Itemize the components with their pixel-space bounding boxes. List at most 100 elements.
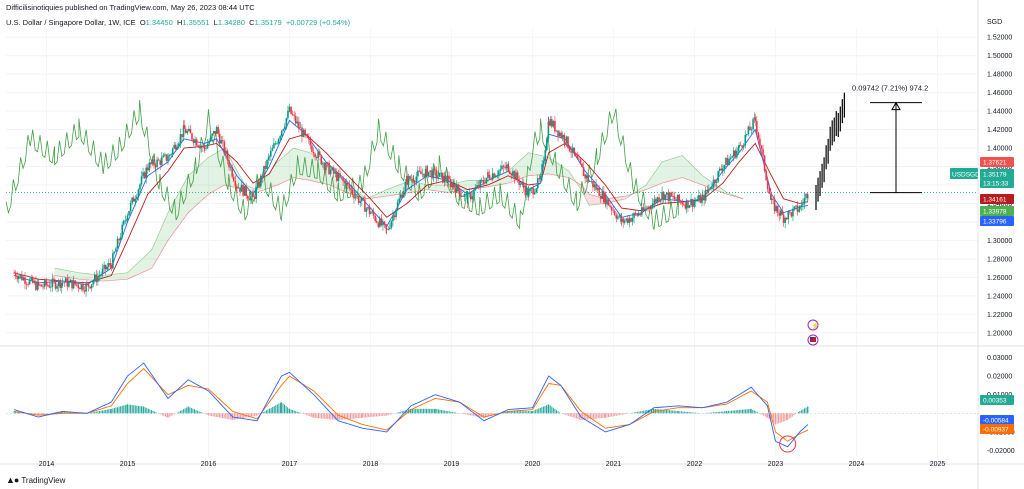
candle-body [146, 169, 149, 171]
cloud-segment [213, 153, 215, 192]
cloud-segment [568, 170, 569, 178]
open-value: 1.34450 [145, 18, 173, 27]
cloud-segment [106, 274, 109, 281]
candle-body [86, 283, 88, 285]
candle-body [485, 177, 488, 184]
candle-body [320, 155, 323, 165]
candle-body [200, 146, 203, 149]
candle-body [46, 285, 49, 286]
candle-body [639, 213, 642, 215]
candle-body [160, 157, 163, 165]
candle-body [658, 197, 660, 202]
candle-body [103, 264, 105, 269]
cloud-segment [257, 187, 259, 193]
cloud-segment [443, 185, 446, 193]
cloud-segment [564, 168, 567, 178]
lightning-glyph: ⚡ [811, 321, 820, 330]
candle-body [648, 206, 651, 209]
candle-body [197, 145, 200, 147]
cloud-segment [199, 163, 202, 203]
cloud-segment [696, 170, 699, 184]
cloud-segment [135, 263, 138, 276]
cloud-segment [381, 191, 383, 197]
cloud-segment [563, 167, 565, 177]
candle-body [279, 136, 281, 139]
cloud-segment [341, 178, 343, 191]
candle-body [261, 175, 264, 178]
time-tick-label: 2017 [282, 461, 298, 468]
price-tick-label: 1.46000 [987, 90, 1012, 97]
candle-body [482, 179, 485, 183]
cloud-segment [469, 180, 471, 190]
candle-body [189, 128, 192, 134]
cloud-segment [140, 258, 143, 274]
tv-logo-icon: ▲● [6, 475, 19, 485]
candle-body [407, 176, 410, 185]
candle-body [362, 197, 365, 200]
candle-body [508, 171, 511, 174]
cloud-segment [589, 194, 591, 206]
candle-body [665, 192, 668, 195]
cloud-segment [668, 159, 671, 182]
candle-body [463, 194, 466, 197]
candle-body [690, 199, 692, 206]
candle-body [181, 134, 183, 138]
candle-body [51, 278, 54, 287]
candle-body [69, 279, 72, 282]
cloud-segment [663, 160, 666, 183]
candle-body [571, 147, 574, 153]
cloud-segment [679, 155, 682, 179]
candle-body [656, 197, 659, 203]
candle-body [372, 211, 375, 216]
candle-body [360, 197, 363, 202]
candle-body [742, 145, 745, 148]
price-tick-label: 1.30000 [987, 238, 1012, 245]
candle-body [773, 199, 776, 212]
candle-body [465, 194, 467, 195]
price-badge: 1.35179 [983, 172, 1007, 179]
candle-body [712, 179, 715, 188]
candle-body [675, 199, 677, 201]
cloud-segment [671, 158, 674, 181]
macd-pane [6, 362, 978, 453]
candle-body [789, 211, 791, 213]
candle-body [214, 131, 217, 134]
cloud-segment [177, 192, 180, 228]
candle-body [374, 215, 376, 221]
candle-body [264, 165, 267, 169]
cloud-segment [618, 196, 620, 201]
candle-body [519, 183, 522, 185]
cloud-segment [216, 151, 219, 190]
candle-body [126, 219, 128, 221]
cloud-segment [598, 197, 601, 205]
candle-body [589, 181, 591, 183]
candle-body [308, 137, 310, 140]
candle-body [255, 187, 257, 199]
cloud-segment [467, 180, 470, 190]
candle-body [173, 144, 176, 149]
cloud-segment [472, 180, 475, 189]
candle-body [575, 153, 577, 156]
cloud-segment [67, 270, 70, 278]
candle-body [729, 157, 732, 160]
cloud-segment [268, 171, 271, 189]
macd-tick-label: 0.02000 [987, 374, 1012, 381]
price-tick-label: 1.20000 [987, 330, 1012, 337]
candle-body [706, 189, 709, 192]
candle-body [343, 181, 346, 183]
candle-body [277, 138, 280, 144]
candle-body [426, 166, 428, 176]
candle-body [171, 148, 174, 155]
candle-body [431, 170, 433, 179]
close-label: C [249, 18, 255, 27]
event-icons: ⚡ [807, 319, 820, 346]
candle-body [701, 196, 703, 203]
candle-body [715, 181, 718, 183]
cloud-segment [445, 185, 447, 193]
tradingview-logo[interactable]: ▲● TradingView [6, 475, 65, 485]
candle-body [717, 170, 719, 182]
candle-body [346, 182, 349, 185]
candle-body [365, 208, 368, 212]
